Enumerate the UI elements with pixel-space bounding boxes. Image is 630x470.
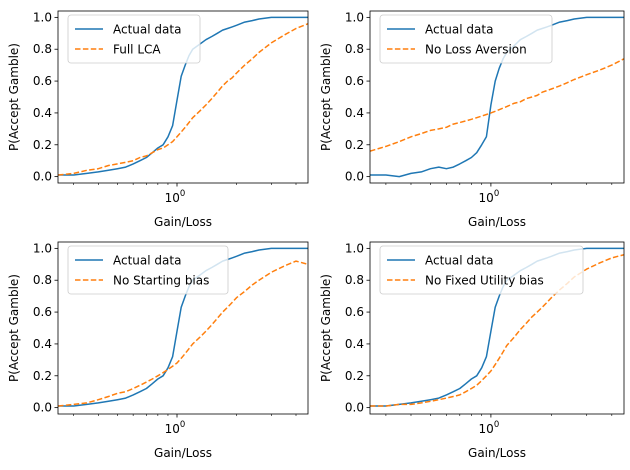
legend-label: Actual data — [425, 254, 493, 268]
y-tick-label: 0.4 — [345, 106, 364, 120]
y-axis-label: P(Accept Gamble) — [7, 43, 21, 151]
y-tick-label: 0.2 — [33, 138, 52, 152]
series-line-actual — [58, 16, 308, 176]
y-axis-label: P(Accept Gamble) — [7, 274, 21, 382]
x-tick-label: 100 — [165, 420, 186, 436]
legend-box — [67, 245, 229, 295]
legend-box — [67, 14, 201, 64]
legend-label: Full LCA — [113, 43, 161, 57]
y-tick-label: 0.6 — [345, 305, 364, 319]
legend: Actual data No Loss Aversion — [379, 14, 553, 64]
y-tick-label: 0.0 — [33, 170, 52, 184]
y-tick-label: 1.0 — [345, 241, 364, 255]
y-tick-label: 1.0 — [33, 10, 52, 24]
y-tick-label: 0.2 — [33, 369, 52, 383]
y-tick-label: 0.0 — [33, 401, 52, 415]
y-tick-label: 0.2 — [345, 138, 364, 152]
axes-frame — [57, 241, 309, 415]
y-tick-label: 0.0 — [345, 401, 364, 415]
series-line-actual — [58, 247, 308, 407]
y-axis-label: P(Accept Gamble) — [319, 274, 333, 382]
x-tick-label: 100 — [165, 189, 186, 205]
legend-box — [379, 14, 553, 64]
y-tick-label: 0.8 — [33, 42, 52, 56]
y-tick-label: 0.6 — [33, 305, 52, 319]
axes-frame — [369, 10, 625, 184]
axes-frame — [57, 10, 309, 184]
y-tick-label: 1.0 — [33, 241, 52, 255]
legend-label: No Loss Aversion — [425, 43, 527, 57]
legend: Actual data Full LCA — [67, 14, 201, 64]
x-tick-label: 100 — [479, 420, 500, 436]
y-tick-label: 0.4 — [33, 337, 52, 351]
y-tick-label: 0.6 — [345, 74, 364, 88]
legend-label: Actual data — [113, 23, 181, 37]
legend-label: No Starting bias — [113, 274, 209, 288]
y-tick-label: 0.4 — [33, 106, 52, 120]
y-tick-label: 0.0 — [345, 170, 364, 184]
y-tick-label: 0.8 — [345, 273, 364, 287]
x-axis-label: Gain/Loss — [468, 215, 526, 229]
legend-label: No Fixed Utility bias — [425, 274, 544, 288]
subplot-2: 0.0 0.2 0.4 0.6 0.8 1.0 100 Gain/Loss P(Accept G… — [319, 10, 625, 229]
x-axis-label: Gain/Loss — [468, 446, 526, 460]
legend-label: Actual data — [113, 254, 181, 268]
series-line-model — [370, 58, 624, 152]
y-tick-label: 1.0 — [345, 10, 364, 24]
series-line-actual — [370, 16, 624, 178]
series-line-model — [58, 260, 308, 407]
series-line-model — [58, 23, 308, 176]
x-axis-label: Gain/Loss — [154, 446, 212, 460]
y-tick-label: 0.4 — [345, 337, 364, 351]
legend-box — [379, 245, 584, 295]
legend-label: Actual data — [425, 23, 493, 37]
subplot-1: 0.0 0.2 0.4 0.6 0.8 1.0 100 Gain/Loss P(Accept G… — [7, 10, 309, 229]
axes-frame — [369, 241, 625, 415]
legend: Actual data No Starting bias — [67, 245, 229, 295]
y-tick-label: 0.2 — [345, 369, 364, 383]
subplot-4: 0.0 0.2 0.4 0.6 0.8 1.0 100 Gain/Loss P(Accept G… — [319, 241, 625, 460]
y-tick-label: 0.6 — [33, 74, 52, 88]
subplot-3: 0.0 0.2 0.4 0.6 0.8 1.0 100 Gain/Loss P(Accept G… — [7, 241, 309, 460]
y-tick-label: 0.8 — [345, 42, 364, 56]
y-axis-label: P(Accept Gamble) — [319, 43, 333, 151]
legend: Actual data No Fixed Utility bias — [379, 245, 584, 295]
x-tick-label: 100 — [479, 189, 500, 205]
x-axis-label: Gain/Loss — [154, 215, 212, 229]
y-tick-label: 0.8 — [33, 273, 52, 287]
